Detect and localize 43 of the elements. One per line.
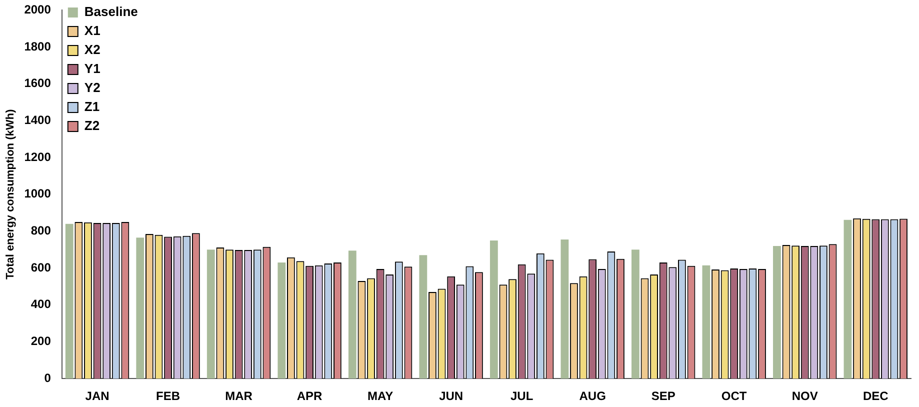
x-tick-label: JUL	[510, 389, 534, 404]
x-tick-label: SEP	[651, 389, 676, 404]
y-tick-label: 400	[30, 297, 52, 312]
y-tick-label: 600	[30, 260, 52, 274]
y-tick-label: 1000	[24, 186, 52, 201]
y-axis-title: Total energy consumption (kWh)	[4, 108, 17, 280]
x-tick-label: JAN	[85, 389, 110, 404]
bar	[348, 250, 356, 379]
y-tick-label: 2000	[24, 2, 52, 17]
legend-label: X1	[84, 23, 100, 38]
bar	[65, 224, 74, 379]
x-tick-label: NOV	[792, 389, 818, 404]
bar	[844, 220, 852, 379]
x-tick-label: MAR	[225, 389, 253, 404]
bar	[206, 250, 215, 379]
bar	[419, 255, 428, 379]
x-tick-label: MAY	[368, 389, 394, 404]
legend-label: Z1	[84, 99, 100, 114]
bar	[631, 250, 640, 379]
bar	[490, 240, 498, 379]
x-tick-label: OCT	[721, 389, 748, 404]
legend-label: X2	[84, 42, 100, 58]
y-tick-label: 1200	[24, 150, 52, 164]
x-tick-label: FEB	[156, 389, 180, 404]
y-tick-label: 1400	[24, 113, 52, 128]
y-tick-label: 1800	[24, 39, 52, 54]
legend-label: Baseline	[84, 4, 138, 20]
y-tick-label: 800	[30, 224, 52, 238]
bar	[136, 238, 144, 379]
y-tick-label: 200	[30, 334, 52, 348]
legend-label: Y2	[84, 80, 100, 96]
x-tick-label: AUG	[579, 389, 606, 404]
legend-label: Z2	[84, 118, 100, 134]
bar	[278, 262, 286, 379]
y-tick-label: 1600	[24, 76, 52, 90]
legend-label: Y1	[84, 61, 100, 76]
x-tick-label: JUN	[439, 389, 464, 404]
y-tick-label: 0	[44, 370, 52, 385]
bar	[702, 265, 710, 379]
bar	[773, 246, 781, 379]
bar	[560, 240, 569, 379]
x-tick-label: DEC	[862, 389, 889, 404]
x-tick-label: APR	[296, 389, 323, 404]
